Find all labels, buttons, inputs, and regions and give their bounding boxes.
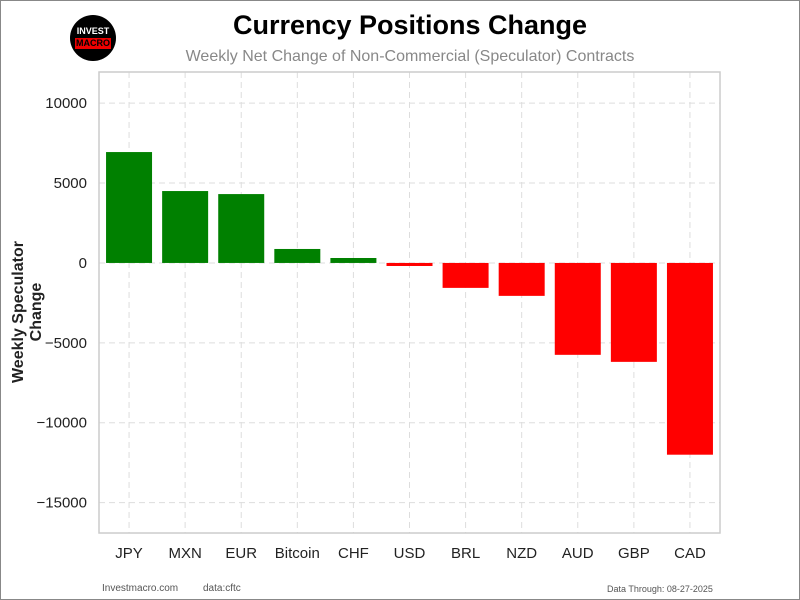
logo-line1: INVEST [76, 26, 110, 36]
bar-cad [666, 262, 713, 455]
chart-subtitle: Weekly Net Change of Non-Commercial (Spe… [185, 48, 635, 65]
bar-bitcoin [274, 248, 321, 263]
x-tick-label: NZD [506, 545, 537, 562]
bar-aud [554, 262, 601, 355]
y-tick-label: −15000 [37, 495, 87, 512]
bar-eur [218, 194, 265, 263]
bar-nzd [498, 262, 545, 296]
x-tick-label: GBP [618, 545, 650, 562]
x-tick-label: MXN [168, 545, 201, 562]
y-tick-label: −5000 [45, 335, 87, 352]
chart-title: Currency Positions Change [232, 10, 588, 40]
x-tick-label: BRL [451, 545, 480, 562]
x-tick-label: CHF [338, 545, 369, 562]
logo-line2: MACRO [75, 38, 111, 49]
y-tick-label: −10000 [37, 415, 87, 432]
y-tick-label: 10000 [45, 95, 87, 112]
footer-source: data:cftc [203, 583, 241, 594]
plot-area [98, 71, 721, 534]
investmacro-logo: INVEST MACRO [70, 15, 116, 61]
x-tick-label: USD [394, 545, 426, 562]
y-tick-label: 0 [79, 255, 87, 272]
bar-mxn [162, 191, 209, 263]
x-tick-label: Bitcoin [275, 545, 320, 562]
x-tick-label: AUD [562, 545, 594, 562]
footer-site: Investmacro.com [102, 583, 179, 594]
y-tick-label: 5000 [54, 175, 87, 192]
footer-date: Data Through: 08-27-2025 [607, 584, 713, 594]
x-tick-label: JPY [115, 545, 143, 562]
bar-brl [442, 262, 489, 288]
x-tick-label: CAD [674, 545, 706, 562]
bar-jpy [106, 152, 153, 263]
bar-chf [330, 257, 377, 263]
x-tick-label: EUR [225, 545, 257, 562]
bar-usd [386, 262, 433, 266]
bar-gbp [610, 262, 657, 362]
